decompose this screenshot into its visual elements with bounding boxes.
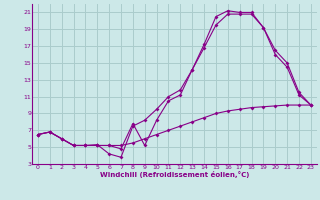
X-axis label: Windchill (Refroidissement éolien,°C): Windchill (Refroidissement éolien,°C) (100, 171, 249, 178)
